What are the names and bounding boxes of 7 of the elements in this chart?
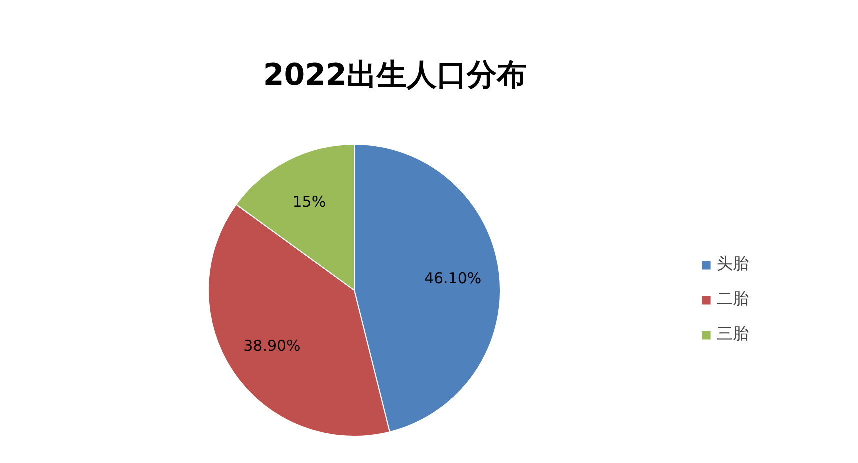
legend-label: 二胎 (717, 289, 749, 310)
data-label: 46.10% (424, 269, 482, 288)
chart-title: 2022出生人口分布 (263, 58, 527, 93)
legend-label: 三胎 (717, 324, 749, 345)
data-label: 15% (292, 193, 326, 212)
data-label: 38.90% (244, 337, 301, 356)
legend-label: 头胎 (717, 254, 749, 275)
